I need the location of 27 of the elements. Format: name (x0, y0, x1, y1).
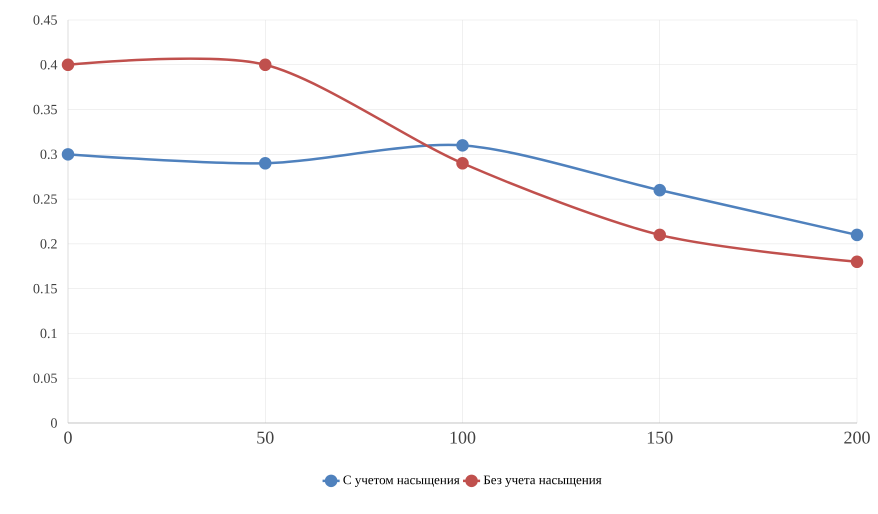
point (654, 184, 666, 196)
x-tick-label: 0 (64, 432, 72, 444)
point (259, 58, 272, 72)
y-tick-label: 0.25 (34, 194, 57, 204)
point (456, 157, 469, 170)
y-tick-label: 0.05 (34, 373, 57, 383)
y-tick-label: 0.35 (34, 104, 57, 114)
y-tick-label: 0.3 (40, 150, 57, 160)
point (654, 228, 666, 242)
x-tick-label: 100 (450, 432, 476, 444)
point (62, 148, 74, 161)
point (850, 256, 864, 268)
y-tick-label: 0 (51, 418, 57, 428)
x-tick-label: 50 (257, 432, 274, 444)
point (259, 157, 272, 170)
y-tick-label: 0.4 (40, 60, 58, 70)
y-tick-label: 0.2 (40, 239, 57, 249)
point (62, 58, 74, 72)
y-tick-label: 0.45 (34, 15, 57, 25)
x-tick-label: 150 (648, 432, 673, 444)
y-tick-label: 0.1 (40, 328, 57, 338)
point (456, 139, 469, 152)
y-tick-label: 0.15 (34, 284, 57, 294)
legend-label: С учетом насыщения (343, 476, 460, 487)
x-tick-label: 200 (844, 432, 870, 444)
legend-label: Без учета насыщения (484, 476, 602, 487)
point (850, 228, 864, 242)
